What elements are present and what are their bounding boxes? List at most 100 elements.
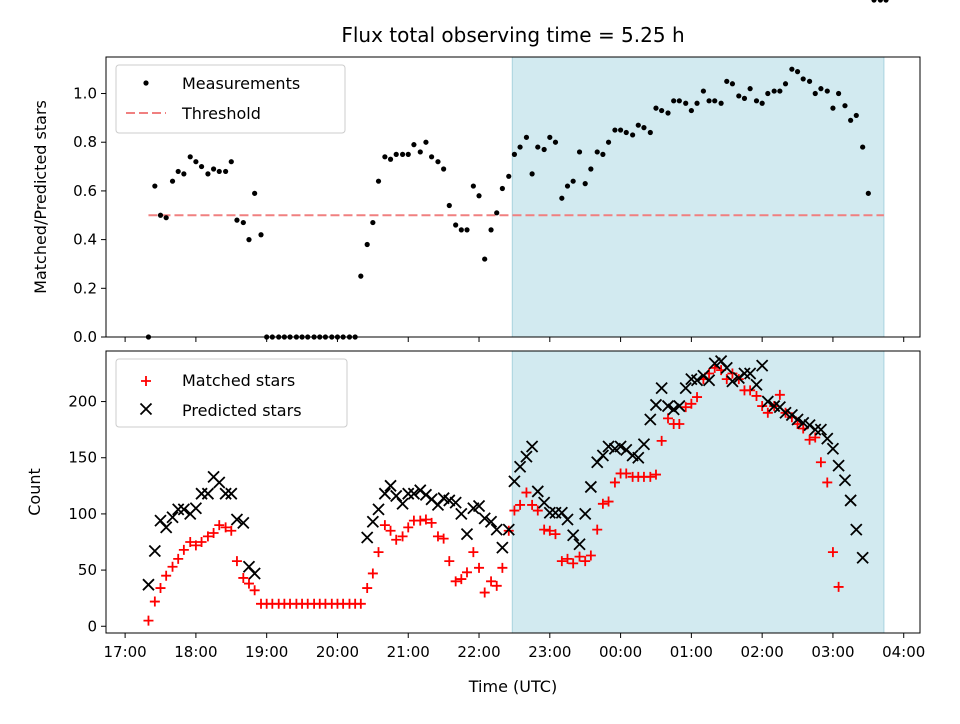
measurement-point xyxy=(824,88,830,94)
predicted-star-point xyxy=(826,442,840,455)
predicted-star-point xyxy=(455,507,468,521)
predicted-star-point xyxy=(177,503,190,516)
measurement-point xyxy=(806,78,813,84)
measurement-point xyxy=(653,105,659,111)
predicted-star-point xyxy=(520,450,533,463)
measurement-point xyxy=(169,178,176,184)
predicted-star-point xyxy=(502,523,515,536)
y-tick-label-counts: 150 xyxy=(68,449,97,467)
matched-star-point xyxy=(580,556,591,567)
matched-star-point xyxy=(597,498,608,509)
predicted-star-point xyxy=(213,476,226,489)
predicted-star-point xyxy=(472,499,486,513)
predicted-star-point xyxy=(478,512,491,525)
predicted-star-point xyxy=(460,527,474,541)
matched-star-point xyxy=(202,531,213,542)
predicted-star-point xyxy=(538,496,551,509)
x-tick-label: 23:00 xyxy=(528,643,571,661)
measurement-point xyxy=(836,90,842,97)
matched-star-point xyxy=(208,528,219,539)
predicted-star-point xyxy=(702,374,716,387)
matched-star-point xyxy=(420,514,431,525)
measurement-point xyxy=(877,0,883,3)
matched-star-point xyxy=(220,522,231,533)
predicted-star-point xyxy=(814,423,828,436)
predicted-star-point xyxy=(856,551,869,564)
predicted-star-point xyxy=(160,521,173,534)
measurement-point xyxy=(387,156,394,162)
predicted-star-point xyxy=(513,460,527,473)
matched-star-point xyxy=(379,520,390,531)
matched-star-point xyxy=(727,368,738,379)
predicted-star-point xyxy=(632,451,645,464)
predicted-star-point xyxy=(490,523,503,536)
predicted-star-point xyxy=(708,357,721,370)
predicted-star-point xyxy=(761,395,774,408)
measurement-point xyxy=(848,117,854,123)
measurement-point xyxy=(240,219,246,226)
matched-star-point xyxy=(461,567,472,578)
measurement-point xyxy=(476,193,482,199)
matched-star-point xyxy=(426,517,437,528)
predicted-star-point xyxy=(525,440,539,453)
predicted-star-point xyxy=(690,374,704,387)
legend-marker-measurements xyxy=(143,80,149,86)
predicted-star-point xyxy=(844,494,857,507)
predicted-star-point xyxy=(225,487,238,500)
matched-star-point xyxy=(362,583,373,594)
measurement-point xyxy=(688,107,694,114)
matched-star-point xyxy=(515,499,526,510)
measurement-point xyxy=(511,151,518,157)
measurement-point xyxy=(523,134,530,140)
legend-marker-matched xyxy=(141,376,151,386)
matched-star-point xyxy=(415,515,426,526)
matched-star-point xyxy=(774,389,785,400)
measurement-point xyxy=(216,168,222,175)
measurement-point xyxy=(157,212,164,218)
matched-star-point xyxy=(143,615,154,626)
y-tick-label-ratio: 0.6 xyxy=(73,182,97,200)
matched-star-point xyxy=(214,520,225,531)
measurement-point xyxy=(417,149,423,155)
x-axis-label: Time (UTC) xyxy=(468,677,557,696)
axes-frame-counts xyxy=(105,350,921,634)
x-tick-label: 22:00 xyxy=(457,643,500,661)
measurement-point xyxy=(205,171,211,177)
plot-layer: 0.0 0.2 0.4 0.6 0.8 1.0 Measurements Threshold 1… xyxy=(68,0,925,661)
predicted-star-point xyxy=(726,375,739,388)
predicted-star-point xyxy=(838,474,852,487)
matched-star-point xyxy=(249,585,260,596)
matched-star-point xyxy=(474,562,485,573)
predicted-star-point xyxy=(561,513,574,526)
measurement-point xyxy=(382,154,388,160)
matched-star-point xyxy=(173,553,184,564)
legend-label: Threshold xyxy=(181,104,261,123)
axes-frame-ratio xyxy=(105,56,921,338)
x-tick-label: 03:00 xyxy=(811,643,854,661)
measurement-point xyxy=(470,183,476,189)
matched-star-point xyxy=(491,580,502,591)
observing-window-ratio xyxy=(511,56,885,338)
y-tick-label-ratio: 0.2 xyxy=(73,279,97,297)
predicted-star-point xyxy=(596,449,610,462)
matched-star-point xyxy=(815,457,826,468)
legend-label: Measurements xyxy=(182,74,300,93)
predicted-star-point xyxy=(655,381,668,395)
measurement-point xyxy=(600,151,606,157)
predicted-star-point xyxy=(384,479,397,492)
predicted-star-point xyxy=(166,511,179,524)
legend-box xyxy=(115,358,348,428)
matched-star-point xyxy=(444,556,455,567)
predicted-star-point xyxy=(248,567,261,580)
matched-star-point xyxy=(568,558,579,569)
measurement-point xyxy=(700,88,707,94)
panel-ratio: 0.0 0.2 0.4 0.6 0.8 1.0 Measurements Threshold xyxy=(73,0,921,346)
predicted-star-point xyxy=(508,475,521,488)
matched-star-point xyxy=(403,522,414,533)
matched-star-point xyxy=(603,496,614,507)
measurement-point xyxy=(559,195,565,201)
matched-star-point xyxy=(397,531,408,542)
measurement-point xyxy=(488,227,494,233)
matched-star-point xyxy=(196,536,207,547)
measurement-point xyxy=(612,127,618,133)
